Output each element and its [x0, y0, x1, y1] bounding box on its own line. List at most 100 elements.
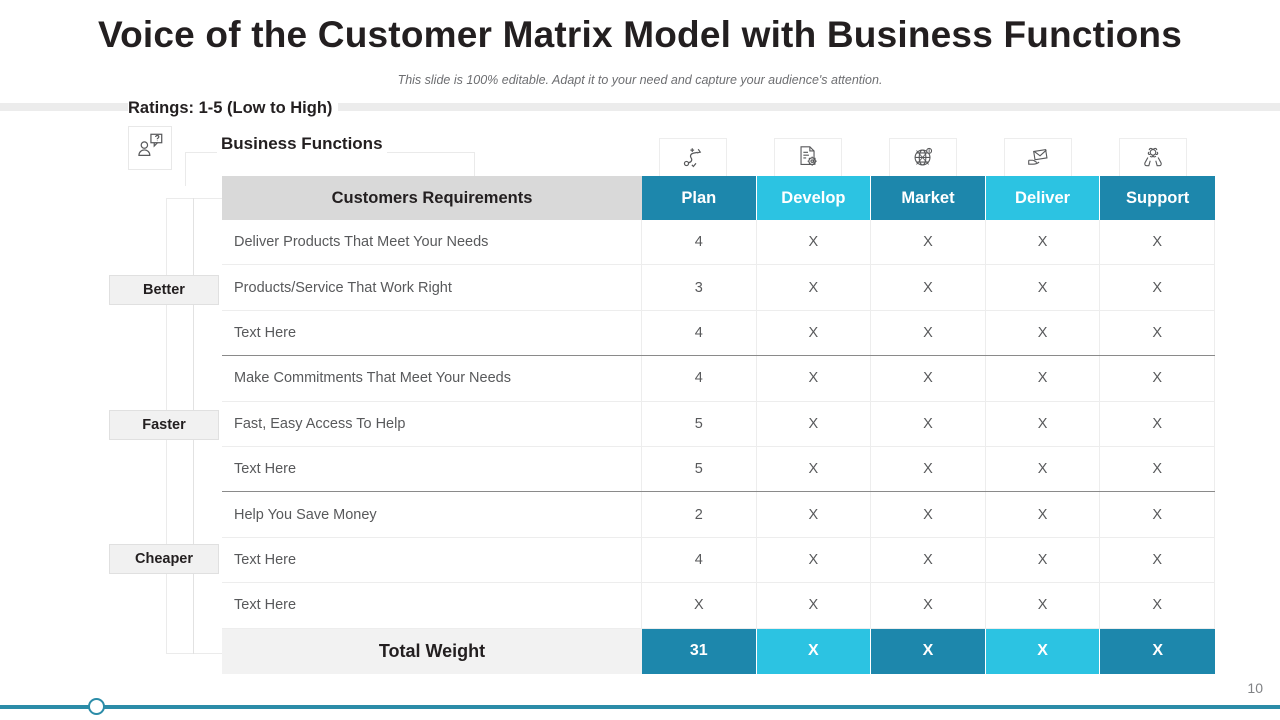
score-cell: X [871, 310, 986, 356]
score-cell: X [871, 583, 986, 628]
score-cell: X [986, 583, 1101, 628]
page-number: 10 [1247, 680, 1263, 696]
score-cell: X [757, 446, 872, 492]
table-header-row: Customers Requirements Plan Develop Mark… [222, 176, 1215, 220]
function-icon-row [0, 138, 1280, 180]
category-chip-faster[interactable]: Faster [109, 410, 219, 440]
document-gear-icon [795, 144, 821, 175]
score-cell: X [986, 356, 1101, 401]
score-cell: X [871, 220, 986, 265]
score-cell: X [1100, 537, 1215, 583]
total-value: X [808, 642, 819, 660]
score-cell: 4 [642, 537, 757, 583]
category-chip-cheaper[interactable]: Cheaper [109, 544, 219, 574]
globe-network-icon-chip [889, 138, 957, 180]
hands-care-icon-chip [1119, 138, 1187, 180]
score-cell: X [757, 310, 872, 356]
score-cell: 2 [642, 492, 757, 537]
document-gear-icon-chip [774, 138, 842, 180]
score-cell: X [871, 265, 986, 310]
page-title: Voice of the Customer Matrix Model with … [97, 14, 1183, 55]
header-label: Deliver [1015, 188, 1071, 207]
score-cell: X [986, 492, 1101, 537]
header-label: Plan [681, 188, 717, 207]
route-plan-icon [680, 144, 706, 175]
requirement-cell: Fast, Easy Access To Help [222, 401, 642, 446]
header-deliver[interactable]: Deliver [985, 176, 1101, 220]
score-cell: X [757, 537, 872, 583]
score-cell: 4 [642, 220, 757, 265]
category-label: Better [143, 282, 185, 298]
score-cell: 3 [642, 265, 757, 310]
header-label: Develop [781, 188, 846, 207]
table-row: Make Commitments That Meet Your Needs 4 X X… [222, 356, 1215, 402]
header-divider-band [0, 103, 1280, 111]
header-develop[interactable]: Develop [756, 176, 872, 220]
route-plan-icon-chip [659, 138, 727, 180]
requirement-cell: Make Commitments That Meet Your Needs [222, 356, 642, 401]
score-cell: X [871, 537, 986, 583]
ratings-legend: Ratings: 1-5 (Low to High) [128, 99, 339, 118]
score-cell: X [986, 220, 1101, 265]
score-cell: X [757, 583, 872, 628]
voice-of-customer-icon-box [128, 126, 172, 170]
score-cell: 4 [642, 310, 757, 356]
requirement-cell: Text Here [222, 310, 642, 356]
footer-dot-icon [88, 698, 105, 715]
table-row: Deliver Products That Meet Your Needs 4 X X… [222, 220, 1215, 266]
total-value: X [1152, 642, 1163, 660]
score-cell: X [1100, 446, 1215, 492]
header-label: Support [1126, 188, 1190, 207]
customer-feedback-icon [135, 131, 165, 166]
score-cell: X [757, 356, 872, 401]
hands-care-icon [1140, 144, 1166, 175]
total-support: X [1100, 628, 1215, 674]
total-plan: 31 [642, 628, 757, 674]
score-cell: X [986, 446, 1101, 492]
header-label: Market [901, 188, 955, 207]
score-cell: X [1100, 401, 1215, 446]
header-support[interactable]: Support [1100, 176, 1215, 220]
requirement-cell: Text Here [222, 446, 642, 492]
total-develop: X [756, 628, 872, 674]
score-cell: 4 [642, 356, 757, 401]
score-cell: X [1100, 356, 1215, 401]
total-value: X [1037, 642, 1048, 660]
score-cell: X [1100, 220, 1215, 265]
score-cell: X [1100, 492, 1215, 537]
score-cell: X [986, 265, 1101, 310]
table-row: Help You Save Money 2 X X X X [222, 492, 1215, 538]
table-body: Deliver Products That Meet Your Needs 4 X X… [222, 220, 1215, 629]
score-cell: X [1100, 583, 1215, 628]
score-cell: X [757, 492, 872, 537]
category-label: Faster [142, 417, 186, 433]
total-value: 31 [689, 642, 708, 660]
score-cell: 5 [642, 446, 757, 492]
score-cell: X [871, 356, 986, 401]
score-cell: X [757, 220, 872, 265]
header-customers-requirements: Customers Requirements [222, 176, 642, 220]
score-cell: X [871, 492, 986, 537]
score-cell: X [986, 310, 1101, 356]
total-value: X [922, 642, 934, 660]
category-chip-better[interactable]: Better [109, 275, 219, 305]
score-cell: X [1100, 265, 1215, 310]
header-plan[interactable]: Plan [642, 176, 757, 220]
header-market[interactable]: Market [871, 176, 986, 220]
score-cell: X [642, 583, 757, 628]
table-row: Text Here 4 X X X X [222, 310, 1215, 357]
envelope-hand-icon [1025, 144, 1051, 175]
score-cell: X [871, 401, 986, 446]
total-weight-row: Total Weight 31 X X X X [222, 628, 1215, 674]
score-cell: X [986, 401, 1101, 446]
score-cell: X [757, 401, 872, 446]
table-row: Text Here X X X X X [222, 583, 1215, 629]
envelope-hand-icon-chip [1004, 138, 1072, 180]
requirement-cell: Text Here [222, 537, 642, 583]
score-cell: X [1100, 310, 1215, 356]
score-cell: X [986, 537, 1101, 583]
business-functions-label: Business Functions [217, 134, 387, 154]
category-label: Cheaper [134, 551, 194, 567]
footer-rule [0, 705, 1280, 709]
